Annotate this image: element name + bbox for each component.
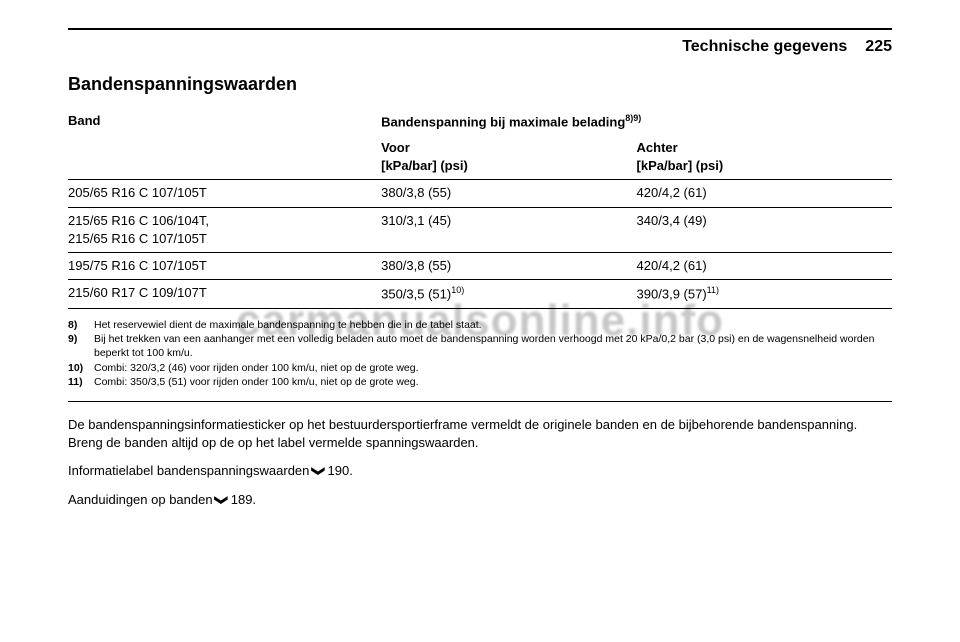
cell-tyre: 215/60 R17 C 109/107T xyxy=(68,280,381,309)
cell-front: 310/3,1 (45) xyxy=(381,207,636,252)
section-title: Bandenspanningswaarden xyxy=(68,72,892,97)
col-subheader-rear-label: Achter xyxy=(637,140,678,155)
cell-tyre-text: 215/65 R16 C 106/104T, 215/65 R16 C 107/… xyxy=(68,213,209,246)
cell-rear-text: 390/3,9 (57) xyxy=(637,287,707,302)
cell-front: 350/3,5 (51)10) xyxy=(381,280,636,309)
header-chapter-title: Technische gegevens xyxy=(682,36,847,58)
cell-front-text: 350/3,5 (51) xyxy=(381,287,451,302)
crossref-page: 190. xyxy=(328,463,353,478)
page-header: Technische gegevens 225 xyxy=(68,28,892,58)
col-subheader-rear-unit: [kPa/bar] (psi) xyxy=(637,158,724,173)
col-subheader-front: Voor [kPa/bar] (psi) xyxy=(381,135,636,180)
table-row: 215/60 R17 C 109/107T 350/3,5 (51)10) 39… xyxy=(68,280,892,309)
crossref-icon: ❯ xyxy=(309,466,327,477)
col-subheader-rear: Achter [kPa/bar] (psi) xyxy=(637,135,892,180)
col-header-load-sup: 8)9) xyxy=(625,113,641,123)
footnote-mark: 10) xyxy=(68,362,86,376)
footnote-mark: 9) xyxy=(68,333,86,360)
crossref-icon: ❯ xyxy=(213,494,231,505)
cell-front: 380/3,8 (55) xyxy=(381,253,636,280)
cell-tyre: 215/65 R16 C 106/104T, 215/65 R16 C 107/… xyxy=(68,207,381,252)
table-row: 195/75 R16 C 107/105T 380/3,8 (55) 420/4… xyxy=(68,253,892,280)
footnote-mark: 11) xyxy=(68,376,86,390)
cell-rear: 420/4,2 (61) xyxy=(637,180,892,207)
cell-tyre: 195/75 R16 C 107/105T xyxy=(68,253,381,280)
crossref-page: 189. xyxy=(231,492,256,507)
footnote-mark: 8) xyxy=(68,319,86,333)
cell-rear: 420/4,2 (61) xyxy=(637,253,892,280)
cell-tyre: 205/65 R16 C 107/105T xyxy=(68,180,381,207)
col-header-load-text: Bandenspanning bij maximale belading xyxy=(381,114,625,129)
footnote: 9) Bij het trekken van een aanhanger met… xyxy=(68,333,892,360)
footnote: 10) Combi: 320/3,2 (46) voor rijden onde… xyxy=(68,362,892,376)
footnote-text: Combi: 320/3,2 (46) voor rijden onder 10… xyxy=(94,362,419,376)
paragraph: Aanduidingen op banden ❯ 189. xyxy=(68,491,892,509)
paragraph: Informatielabel bandenspanningswaarden ❯… xyxy=(68,462,892,480)
col-subheader-front-unit: [kPa/bar] (psi) xyxy=(381,158,468,173)
footnote-text: Het reservewiel dient de maximale banden… xyxy=(94,319,482,333)
cell-rear: 390/3,9 (57)11) xyxy=(637,280,892,309)
footnote-text: Combi: 350/3,5 (51) voor rijden onder 10… xyxy=(94,376,419,390)
tyre-pressure-table: Band Bandenspanning bij maximale beladin… xyxy=(68,108,892,309)
footnote-text: Bij het trekken van een aanhanger met ee… xyxy=(94,333,892,360)
col-header-tyre: Band xyxy=(68,108,381,180)
footnote: 11) Combi: 350/3,5 (51) voor rijden onde… xyxy=(68,376,892,390)
col-header-load: Bandenspanning bij maximale belading8)9) xyxy=(381,108,892,136)
cell-rear-sup: 11) xyxy=(707,285,719,295)
header-page-number: 225 xyxy=(865,36,892,58)
paragraph-text: Informatielabel bandenspanningswaarden xyxy=(68,463,313,478)
paragraph: De bandenspanningsinformatiesticker op h… xyxy=(68,416,892,452)
table-row: 205/65 R16 C 107/105T 380/3,8 (55) 420/4… xyxy=(68,180,892,207)
paragraph-text: Aanduidingen op banden xyxy=(68,492,216,507)
table-row: 215/65 R16 C 106/104T, 215/65 R16 C 107/… xyxy=(68,207,892,252)
footnotes-block: 8) Het reservewiel dient de maximale ban… xyxy=(68,319,892,402)
cell-front: 380/3,8 (55) xyxy=(381,180,636,207)
body-paragraphs: De bandenspanningsinformatiesticker op h… xyxy=(68,416,892,509)
col-subheader-front-label: Voor xyxy=(381,140,410,155)
cell-front-sup: 10) xyxy=(451,285,464,295)
cell-rear: 340/3,4 (49) xyxy=(637,207,892,252)
footnote: 8) Het reservewiel dient de maximale ban… xyxy=(68,319,892,333)
